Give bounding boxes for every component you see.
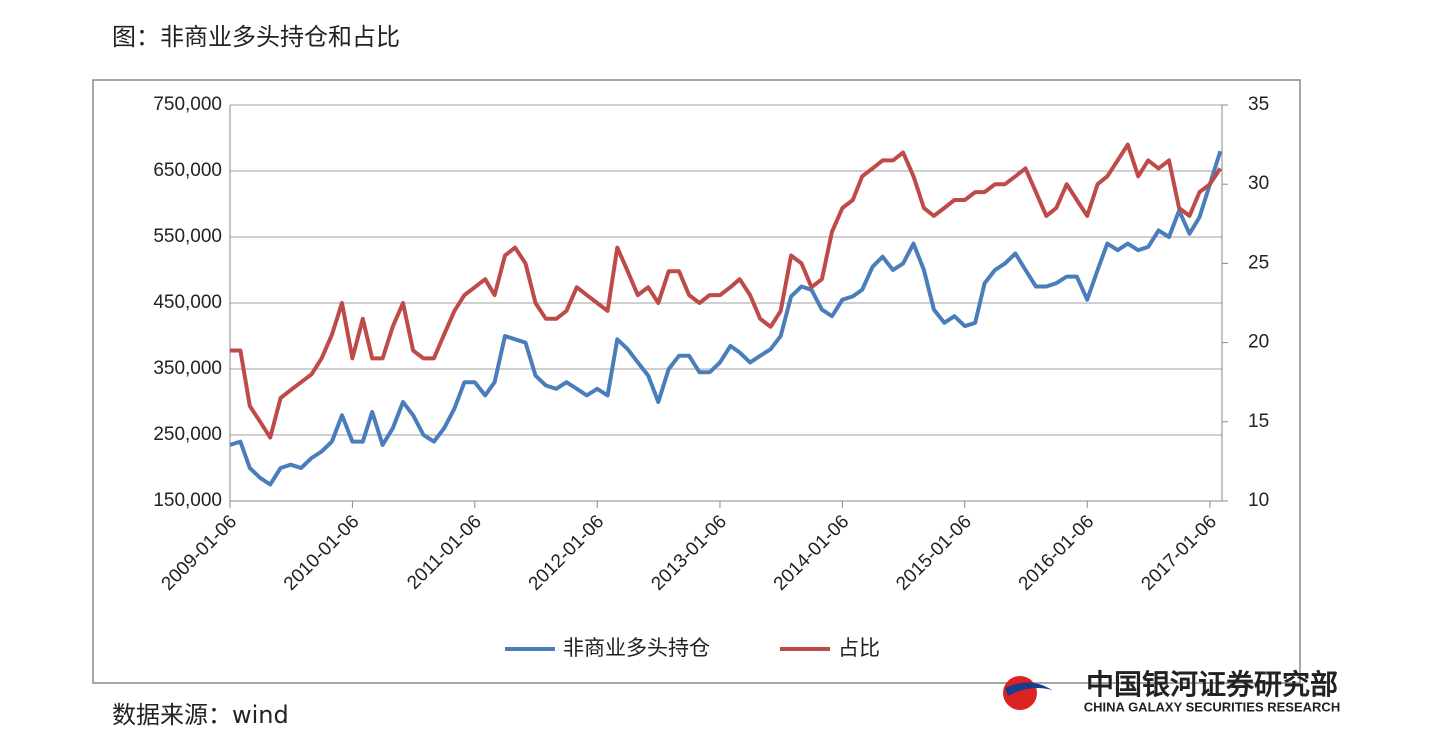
series-line: [230, 142, 1222, 440]
logo-cn: 中国银河证券研究部: [1086, 668, 1338, 701]
y-tick-label: 150,000: [153, 490, 222, 511]
x-tick-label: 2012-01-06: [525, 511, 609, 595]
y-tick-label: 350,000: [153, 358, 222, 379]
x-tick-label: 2017-01-06: [1137, 511, 1221, 595]
chart-frame: [92, 79, 1301, 684]
x-tick-label: 2011-01-06: [403, 511, 486, 594]
x-tick-label: 2009-01-06: [157, 511, 241, 595]
y2-tick-label: 25: [1248, 252, 1269, 273]
x-tick-label: 2015-01-06: [892, 511, 976, 595]
y-tick-label: 450,000: [153, 292, 222, 313]
logo-en: CHINA GALAXY SECURITIES RESEARCH: [1084, 699, 1340, 714]
x-tick-label: 2014-01-06: [770, 511, 854, 595]
logo: 中国银河证券研究部 CHINA GALAXY SECURITIES RESEAR…: [1003, 668, 1340, 714]
y-tick-label: 250,000: [153, 424, 222, 445]
y2-tick-label: 20: [1248, 332, 1269, 353]
source-note: 数据来源：wind: [112, 701, 289, 729]
series-line: [229, 150, 1223, 487]
x-tick-label: 2013-01-06: [647, 511, 731, 595]
y2-tick-label: 35: [1248, 94, 1269, 115]
x-tick-label: 2010-01-06: [280, 511, 364, 595]
legend-label: 非商业多头持仓: [563, 636, 710, 660]
y-tick-label: 550,000: [153, 226, 222, 247]
y-tick-label: 750,000: [153, 94, 222, 115]
y2-tick-label: 15: [1248, 411, 1269, 432]
logo-swoosh: [1005, 682, 1052, 696]
legend-label: 占比: [838, 636, 880, 660]
y-tick-label: 650,000: [153, 160, 222, 181]
x-tick-label: 2016-01-06: [1015, 511, 1099, 595]
y2-tick-label: 10: [1248, 490, 1269, 511]
y2-tick-label: 30: [1248, 173, 1269, 194]
chart-title: 图：非商业多头持仓和占比: [112, 23, 400, 51]
